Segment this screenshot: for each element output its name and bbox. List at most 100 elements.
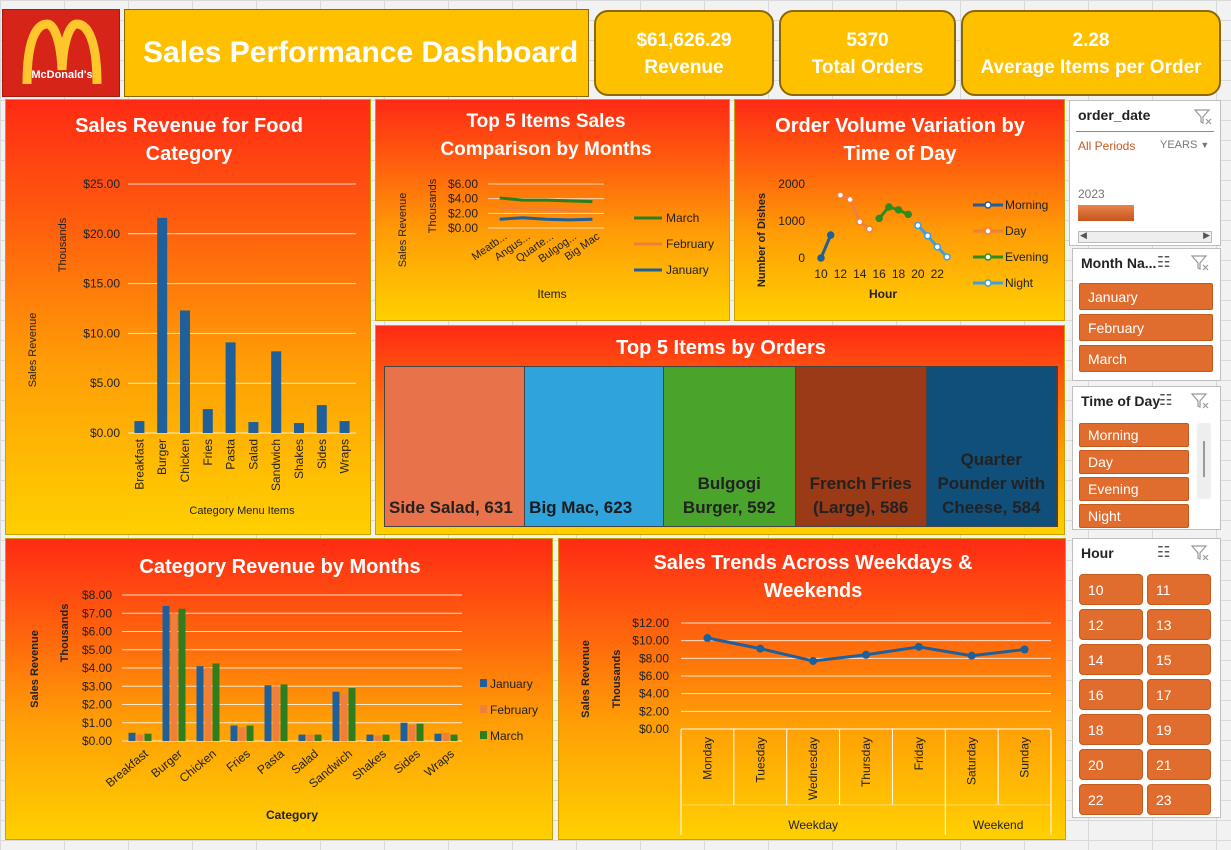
y-tick-label: $8.00 xyxy=(639,651,669,665)
data-point xyxy=(1020,645,1029,654)
legend-marker xyxy=(984,279,992,287)
time-of-day-slicer[interactable]: Time of Day ☷ Morning Day Evening Night xyxy=(1072,386,1221,530)
order-volume-title: Order Volume Variation by Time of Day xyxy=(775,115,1025,165)
data-point xyxy=(875,214,883,223)
bar xyxy=(238,727,246,741)
multi-select-icon[interactable]: ☷ xyxy=(1159,392,1173,409)
bar xyxy=(408,724,416,741)
slicer-item-morning[interactable]: Morning xyxy=(1079,423,1189,447)
chevron-down-icon: ▼ xyxy=(1200,140,1210,150)
clear-filter-icon[interactable] xyxy=(1191,545,1209,561)
slicer-item-hour-15[interactable]: 15 xyxy=(1147,644,1211,675)
legend-label: March xyxy=(666,211,699,225)
slicer-item-hour-10[interactable]: 10 xyxy=(1079,574,1143,605)
treemap-tile: Side Salad, 631 xyxy=(385,367,526,526)
bar xyxy=(382,734,390,741)
bar xyxy=(204,668,212,741)
x-axis-label: Category xyxy=(266,808,318,822)
slicer-item-hour-16[interactable]: 16 xyxy=(1079,679,1143,710)
slicer-item-hour-22[interactable]: 22 xyxy=(1079,784,1143,815)
legend-marker xyxy=(984,227,992,235)
data-point xyxy=(914,642,923,651)
kpi-avg-items-value: 2.28 xyxy=(1072,30,1110,51)
x-tick-label: 10 xyxy=(814,267,828,281)
x-tick-label: Sides xyxy=(391,747,423,777)
slicer-item-hour-21[interactable]: 21 xyxy=(1147,749,1211,780)
month-slicer-title: Month Na... xyxy=(1081,255,1157,271)
slicer-item-hour-17[interactable]: 17 xyxy=(1147,679,1211,710)
logo-text: McDonald's xyxy=(31,69,92,81)
y-axis-label: Sales Revenue xyxy=(27,313,39,388)
x-tick-label: Chicken xyxy=(178,439,192,482)
years-dropdown[interactable]: YEARS ▼ xyxy=(1160,139,1209,151)
bar xyxy=(196,666,204,741)
food-category-title: Sales Revenue for Food Category xyxy=(75,115,303,165)
all-periods-label[interactable]: All Periods xyxy=(1078,139,1136,153)
slicer-item-hour-18[interactable]: 18 xyxy=(1079,714,1143,745)
bar xyxy=(314,734,322,741)
order-date-slicer[interactable]: order_date All Periods YEARS ▼ 2023 ◀ ▶ xyxy=(1069,100,1221,246)
slicer-item-hour-20[interactable]: 20 xyxy=(1079,749,1143,780)
x-tick-label: Pasta xyxy=(224,439,238,470)
hour-slicer[interactable]: Hour ☷ 10 11 12 13 14 15 16 17 18 19 20 21 22 23 xyxy=(1072,538,1221,818)
slicer-item-hour-23[interactable]: 23 xyxy=(1147,784,1211,815)
category-months-panel: Category Revenue by Months $8.00 $7.00 $6.… xyxy=(5,538,553,840)
scroll-left-icon[interactable]: ◀ xyxy=(1080,230,1087,240)
x-tick-label: Sides xyxy=(315,439,329,469)
y-tick-label: $6.00 xyxy=(448,177,478,191)
data-point xyxy=(846,195,854,204)
legend-label: Night xyxy=(1005,276,1034,290)
data-point xyxy=(817,254,825,262)
x-tick-label: 20 xyxy=(911,267,925,281)
slicer-item-evening[interactable]: Evening xyxy=(1079,477,1189,501)
slicer-item-march[interactable]: March xyxy=(1079,345,1213,372)
slicer-item-hour-13[interactable]: 13 xyxy=(1147,609,1211,640)
bar xyxy=(316,405,327,433)
month-slicer[interactable]: Month Na... ☷ January February March xyxy=(1072,248,1221,381)
x-tick-label: Breakfast xyxy=(103,746,151,790)
slicer-item-day[interactable]: Day xyxy=(1079,450,1189,474)
time-of-day-slicer-title: Time of Day xyxy=(1081,393,1161,409)
bar xyxy=(450,734,458,741)
x-axis-label: Hour xyxy=(869,287,897,301)
bar xyxy=(170,613,178,741)
slicer-item-hour-19[interactable]: 19 xyxy=(1147,714,1211,745)
slicer-item-january[interactable]: January xyxy=(1079,283,1213,310)
clear-filter-icon[interactable] xyxy=(1191,393,1209,409)
bar xyxy=(157,217,168,433)
slicer-item-hour-14[interactable]: 14 xyxy=(1079,644,1143,675)
legend-label: March xyxy=(490,729,523,743)
bar xyxy=(416,723,424,741)
year-bar[interactable] xyxy=(1078,205,1134,221)
bar xyxy=(366,734,374,741)
data-point xyxy=(862,650,870,659)
bar xyxy=(128,732,136,741)
bar xyxy=(434,733,442,741)
x-tick-label: Monday xyxy=(700,737,714,780)
multi-select-icon[interactable]: ☷ xyxy=(1157,544,1171,561)
y-tick-label: $6.00 xyxy=(82,625,112,639)
scroll-right-icon[interactable]: ▶ xyxy=(1203,230,1210,240)
kpi-avg-items-label: Average Items per Order xyxy=(980,57,1202,78)
treemap-tile: Bulgogi Burger, 592 xyxy=(663,367,796,526)
y-tick-label: $20.00 xyxy=(83,227,120,241)
slicer-item-february[interactable]: February xyxy=(1079,314,1213,341)
slicer-item-hour-12[interactable]: 12 xyxy=(1079,609,1143,640)
x-tick-label: 16 xyxy=(872,267,886,281)
y-tick-label: 1000 xyxy=(778,214,805,228)
x-tick-label: 18 xyxy=(892,267,906,281)
y-tick-label: $2.00 xyxy=(639,704,669,718)
slicer-item-hour-11[interactable]: 11 xyxy=(1147,574,1211,605)
timeline-scrollbar[interactable]: ◀ ▶ xyxy=(1078,230,1212,243)
page-title: Sales Performance Dashboard xyxy=(143,36,579,69)
bar xyxy=(271,351,282,433)
bar xyxy=(272,686,280,741)
y-tick-label: 0 xyxy=(798,251,805,265)
clear-filter-icon[interactable] xyxy=(1191,255,1209,271)
y-tick-label: 2000 xyxy=(778,177,805,191)
x-tick-label: Burger xyxy=(155,439,169,475)
slicer-scrollbar[interactable] xyxy=(1197,423,1211,499)
clear-filter-icon[interactable] xyxy=(1194,109,1212,125)
slicer-item-night[interactable]: Night xyxy=(1079,504,1189,528)
multi-select-icon[interactable]: ☷ xyxy=(1157,254,1171,271)
